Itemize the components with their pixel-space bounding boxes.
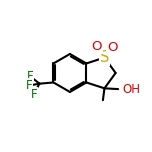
Text: F: F	[30, 88, 37, 100]
Text: S: S	[100, 50, 109, 65]
Text: OH: OH	[123, 83, 141, 96]
Text: F: F	[26, 79, 33, 92]
Text: O: O	[92, 40, 102, 54]
Text: F: F	[27, 70, 34, 83]
Text: O: O	[107, 41, 117, 54]
